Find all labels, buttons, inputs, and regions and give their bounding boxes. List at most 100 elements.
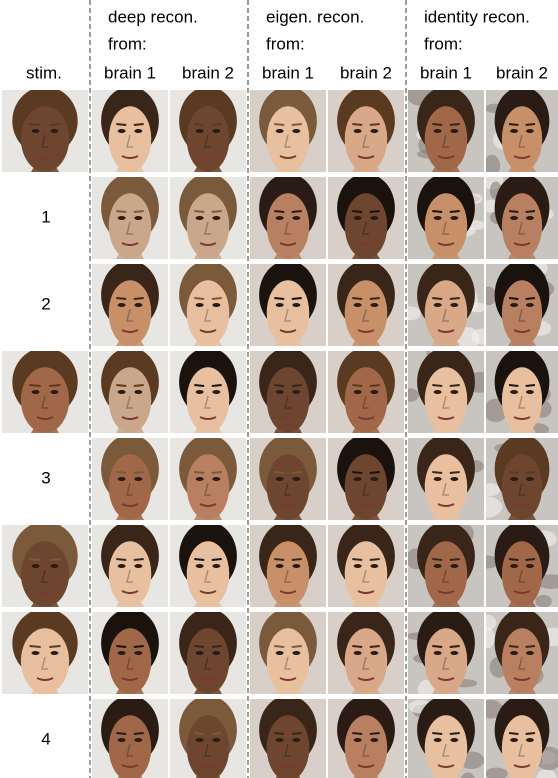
eye [117, 129, 126, 133]
mouth [199, 677, 217, 681]
face-image [408, 525, 484, 607]
skin [344, 280, 388, 346]
brow [525, 123, 536, 126]
skin [501, 367, 543, 433]
brow [432, 123, 443, 126]
nose [442, 308, 449, 322]
skin [20, 628, 70, 694]
nose [442, 656, 449, 670]
mouth [199, 416, 217, 420]
face-image [92, 438, 168, 520]
brow [508, 384, 519, 387]
face-image [250, 264, 326, 346]
face-content [2, 90, 88, 172]
nose [204, 743, 211, 757]
face-content [170, 699, 246, 778]
eye [370, 390, 379, 394]
face-content [170, 264, 246, 346]
neck [194, 252, 222, 259]
skin [424, 541, 468, 607]
face-image [408, 351, 484, 433]
skin [108, 106, 152, 172]
row-label: 1 [41, 207, 50, 226]
mouth [513, 155, 531, 159]
brow [274, 645, 285, 648]
mouth [513, 503, 531, 507]
face-content [92, 612, 168, 694]
eye [510, 390, 519, 394]
face-content [170, 612, 246, 694]
eye [134, 129, 143, 133]
face-content [250, 90, 326, 172]
eye [275, 216, 284, 220]
face-content [328, 699, 404, 778]
mouth [437, 416, 455, 420]
neck [274, 513, 302, 520]
face-image [92, 177, 168, 259]
column-label: brain 2 [496, 63, 548, 82]
face-image [92, 351, 168, 433]
brow [508, 645, 519, 648]
eye [134, 303, 143, 307]
skin [108, 193, 152, 259]
face-image [92, 612, 168, 694]
mouth [437, 677, 455, 681]
eye [433, 477, 442, 481]
neck [432, 339, 460, 346]
skin [424, 280, 468, 346]
eye [134, 390, 143, 394]
eye [353, 303, 362, 307]
mouth [121, 764, 139, 768]
skin [266, 454, 310, 520]
brow [116, 384, 127, 387]
skin [20, 106, 70, 172]
face-image [486, 177, 558, 259]
face-image [486, 90, 558, 172]
neck [194, 513, 222, 520]
eye [433, 738, 442, 742]
nose [362, 134, 369, 148]
face-content [250, 438, 326, 520]
face-content [328, 351, 404, 433]
brow [369, 558, 380, 561]
eye [31, 390, 40, 394]
mouth [357, 242, 375, 246]
mouth [121, 155, 139, 159]
face-content [92, 438, 168, 520]
eye [450, 216, 459, 220]
eye [134, 477, 143, 481]
brow [525, 297, 536, 300]
face-content [486, 525, 558, 607]
face-content [250, 699, 326, 778]
eye [353, 390, 362, 394]
skin [108, 454, 152, 520]
brow [525, 471, 536, 474]
eye [212, 390, 221, 394]
face-image [408, 177, 484, 259]
face-image [92, 699, 168, 778]
brow [133, 558, 144, 561]
eye [510, 129, 519, 133]
face-image [170, 612, 246, 694]
eye [195, 303, 204, 307]
mouth [437, 590, 455, 594]
nose [126, 482, 133, 496]
mouth [36, 590, 54, 594]
nose [126, 656, 133, 670]
face-image [408, 612, 484, 694]
face-content [328, 177, 404, 259]
nose [362, 482, 369, 496]
eye [510, 738, 519, 742]
face-image [408, 90, 484, 172]
nose [284, 395, 291, 409]
eye [370, 564, 379, 568]
face-content [328, 264, 404, 346]
brow [508, 297, 519, 300]
skin [424, 628, 468, 694]
skin [186, 367, 230, 433]
mouth [279, 155, 297, 159]
neck [352, 252, 380, 259]
group-title: from: [424, 34, 463, 53]
eye [31, 651, 40, 655]
neck [508, 600, 536, 607]
